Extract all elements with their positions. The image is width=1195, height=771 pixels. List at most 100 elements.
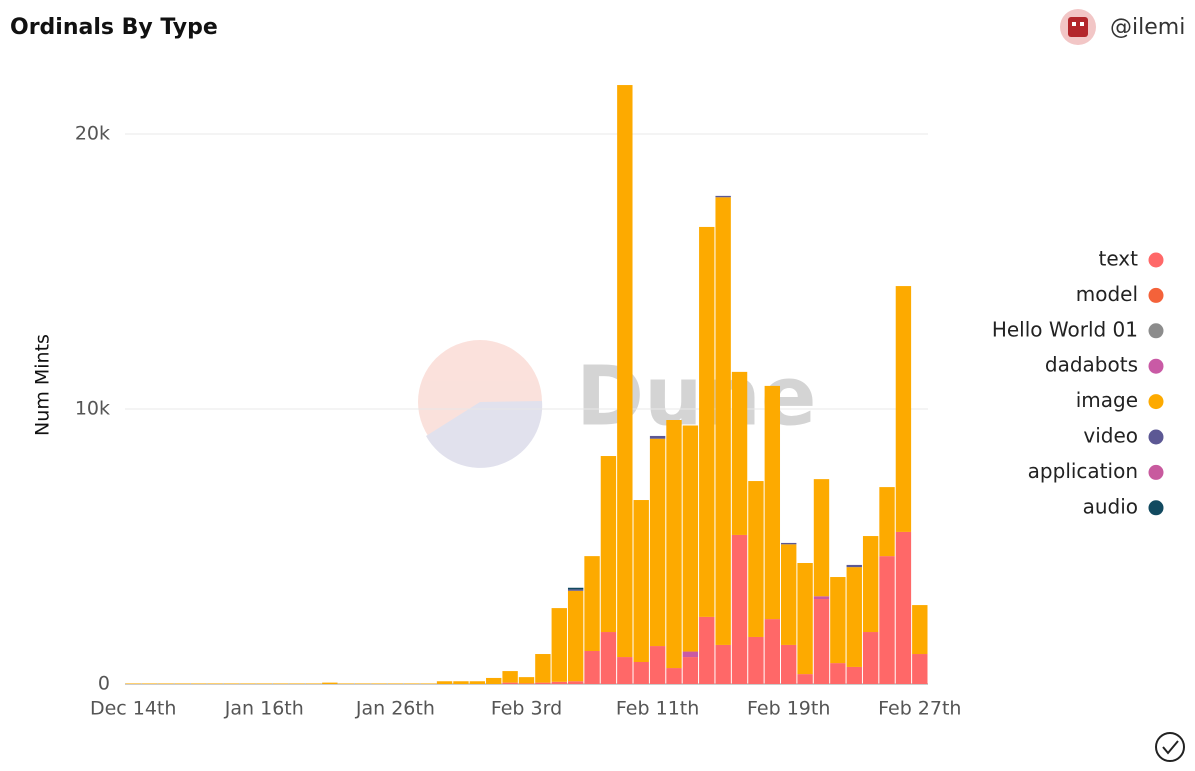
bar-segment: [338, 683, 354, 684]
legend-dot: [1148, 464, 1164, 480]
bar-segment: [617, 85, 633, 658]
legend-dot: [1148, 394, 1164, 410]
bar-segment: [322, 682, 338, 684]
legend-label: audio: [1083, 494, 1138, 518]
bar-segment: [567, 587, 584, 590]
bar-segment: [125, 683, 141, 684]
bar-segment: [141, 683, 158, 684]
bar-segment: [731, 534, 748, 684]
x-tick-label: Jan 16th: [224, 698, 304, 720]
bar-segment: [305, 683, 322, 684]
y-tick-label: 0: [98, 673, 110, 695]
bar-segment: [699, 616, 715, 684]
bar-segment: [764, 619, 781, 684]
bar-segment: [764, 385, 781, 620]
x-tick-label: Feb 11th: [616, 698, 699, 720]
bar-segment: [666, 420, 682, 669]
bar-segment: [666, 668, 682, 684]
bar-segment: [354, 683, 371, 684]
legend-label: video: [1083, 424, 1138, 448]
watermark-logo: [418, 340, 543, 468]
bar-segment: [748, 636, 764, 684]
bar-segment: [846, 666, 862, 684]
bar-segment: [600, 632, 617, 684]
y-tick-label: 10k: [75, 398, 110, 420]
bar-segment: [453, 681, 469, 684]
x-tick-label: Feb 3rd: [491, 698, 562, 720]
legend-label: image: [1076, 388, 1138, 412]
bar-segment: [649, 435, 666, 439]
bar-segment: [715, 644, 731, 684]
bar-segment: [846, 564, 862, 568]
bar-segment: [420, 683, 436, 684]
legend-label: model: [1076, 282, 1138, 306]
chart-title: Ordinals By Type: [10, 15, 218, 40]
bar-segment: [518, 677, 535, 684]
bar-segment: [567, 681, 584, 684]
bar-segment: [781, 644, 797, 684]
bar-segment: [584, 651, 600, 684]
y-tick-label: 20k: [75, 123, 110, 145]
x-tick-label: Feb 19th: [747, 698, 830, 720]
bar-segment: [617, 657, 633, 684]
bar-segment: [813, 479, 830, 597]
bar-segment: [830, 663, 846, 684]
x-tick-label: Feb 27th: [878, 698, 961, 720]
bar-segment: [387, 683, 404, 684]
bar-segment: [469, 681, 486, 684]
bar-segment: [256, 683, 272, 684]
bar-segment: [912, 605, 928, 655]
avatar: [1060, 9, 1096, 45]
bar-segment: [830, 577, 846, 664]
bar-segment: [862, 632, 879, 684]
bar-segment: [797, 563, 813, 675]
bar-segment: [584, 556, 600, 651]
user-name: @ilemi: [1110, 15, 1185, 40]
legend-dot: [1148, 500, 1164, 516]
bar-segment: [699, 226, 715, 617]
x-tick-label: Dec 14th: [90, 698, 176, 720]
bar-segment: [518, 683, 535, 684]
bar-segment: [649, 438, 666, 647]
legend-dot: [1148, 287, 1164, 303]
bar-segment: [502, 671, 518, 683]
bar-segment: [862, 536, 879, 633]
legend-label: Hello World 01: [992, 317, 1138, 341]
bar-segment: [158, 683, 174, 684]
legend-label: application: [1028, 459, 1138, 483]
bar-segment: [633, 500, 649, 662]
bar-segment: [731, 371, 748, 535]
bar-segment: [240, 683, 256, 684]
bar-segment: [715, 195, 731, 198]
bar-segment: [535, 654, 551, 683]
bar-segment: [207, 683, 223, 684]
check-icon[interactable]: [1155, 732, 1185, 762]
bar-segment: [912, 654, 928, 684]
bar-segment: [781, 544, 797, 645]
bar-segment: [682, 657, 699, 684]
legend-label: dadabots: [1045, 353, 1138, 377]
bar-segment: [649, 646, 666, 684]
legend-dot: [1148, 358, 1164, 374]
bar-segment: [486, 677, 502, 684]
bar-segment: [272, 683, 289, 684]
bar-segment: [223, 683, 240, 684]
bar-segment: [600, 456, 617, 633]
bar-segment: [551, 681, 567, 684]
bar-segment: [813, 599, 830, 684]
bar-segment: [535, 682, 551, 684]
bar-segment: [371, 683, 387, 684]
bar-segment: [502, 682, 518, 684]
bar-segment: [895, 286, 912, 532]
bar-segment: [879, 556, 895, 684]
bar-segment: [879, 487, 895, 557]
bar-segment: [715, 197, 731, 645]
bar-segment: [682, 651, 699, 658]
bar-segment: [633, 662, 649, 684]
bar-segment: [748, 481, 764, 637]
bar-segment: [567, 589, 584, 591]
y-axis-label: Num Mints: [32, 334, 54, 436]
legend-dot: [1148, 323, 1164, 339]
bar-segment: [404, 683, 420, 684]
